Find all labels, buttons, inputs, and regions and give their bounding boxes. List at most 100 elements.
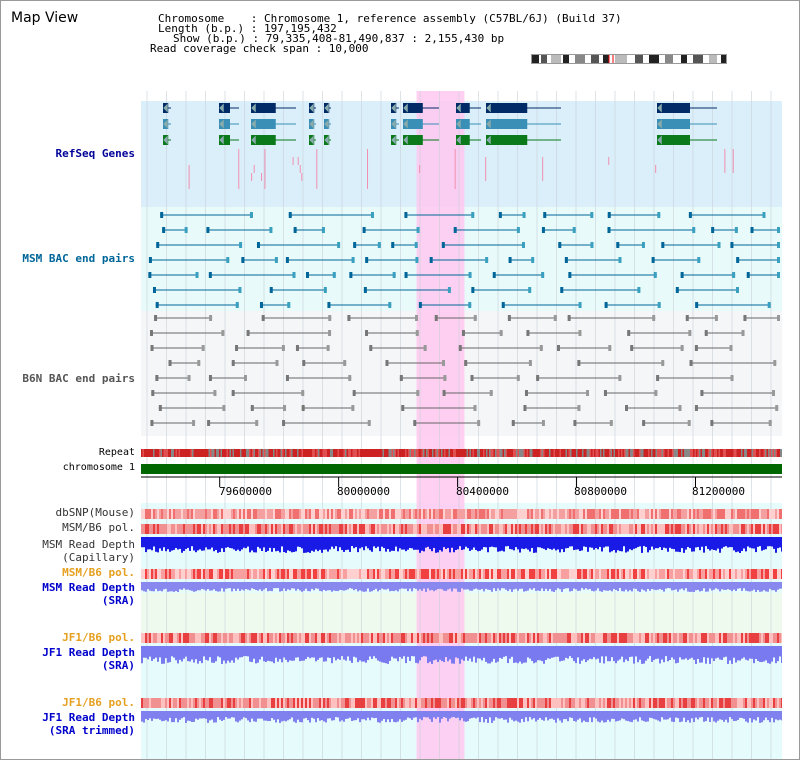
refseq-strand-arrow: [390, 118, 397, 130]
polymorphism-mark: [261, 633, 263, 643]
polymorphism-mark: [427, 633, 429, 643]
read-depth-bar: [455, 646, 457, 658]
repeat-mark: [184, 449, 187, 457]
ideogram-band: [541, 55, 547, 63]
polymorphism-mark: [383, 569, 385, 579]
polymorphism-mark: [685, 524, 687, 534]
msm-bac-end: [332, 272, 336, 278]
read-depth-bar: [723, 711, 725, 722]
read-depth-bar: [347, 537, 349, 550]
msm-bac-end: [441, 242, 445, 248]
polymorphism-mark: [777, 633, 779, 643]
polymorphism-mark: [497, 509, 499, 519]
repeat-mark: [537, 449, 539, 457]
read-depth-bar: [335, 582, 337, 591]
polymorphism-mark: [547, 633, 549, 643]
polymorphism-mark: [297, 698, 299, 708]
polymorphism-mark: [145, 569, 147, 579]
polymorphism-mark: [157, 633, 159, 643]
polymorphism-mark: [165, 524, 167, 534]
read-depth-bar: [665, 711, 667, 720]
polymorphism-mark: [161, 633, 163, 643]
repeat-mark: [205, 449, 208, 457]
polymorphism-mark: [499, 698, 501, 708]
read-depth-bar: [209, 646, 211, 658]
polymorphism-mark: [185, 524, 187, 534]
polymorphism-mark: [473, 524, 475, 534]
polymorphism-mark: [339, 698, 341, 708]
track-label-msm-bac[interactable]: MSM BAC end pairs: [22, 252, 135, 265]
read-depth-bar: [355, 582, 357, 590]
repeat-mark: [595, 449, 598, 457]
repeat-mark: [460, 449, 463, 457]
polymorphism-mark: [197, 524, 199, 534]
b6n-bac-end: [704, 330, 708, 336]
read-depth-bar: [713, 711, 715, 722]
polymorphism-mark: [697, 698, 699, 708]
read-depth-bar: [181, 646, 183, 662]
polymorphism-mark: [555, 509, 557, 519]
track-label-refseq[interactable]: RefSeq Genes: [55, 147, 135, 160]
read-depth-bar: [297, 646, 299, 658]
msm-bac-end: [206, 227, 210, 233]
read-depth-bar: [569, 537, 571, 547]
read-depth-bar: [643, 711, 645, 722]
repeat-mark: [673, 449, 676, 457]
read-depth-bar: [457, 646, 459, 659]
polymorphism-mark: [197, 569, 199, 579]
read-depth-bar: [599, 537, 601, 547]
polymorphism-mark: [449, 569, 451, 579]
polymorphism-mark: [443, 524, 445, 534]
polymorphism-mark: [271, 509, 273, 519]
read-depth-bar: [599, 646, 601, 663]
polymorphism-mark: [269, 633, 271, 643]
polymorphism-mark: [555, 633, 557, 643]
read-depth-bar: [507, 711, 509, 723]
polymorphism-mark: [705, 569, 707, 579]
read-depth-bar: [583, 711, 585, 721]
genome-browser-plot[interactable]: [141, 91, 782, 759]
polymorphism-mark: [415, 633, 417, 643]
polymorphism-mark: [385, 524, 387, 534]
page-title: Map View: [11, 10, 79, 26]
polymorphism-mark: [385, 569, 387, 579]
polymorphism-mark: [653, 509, 655, 519]
polymorphism-mark: [239, 509, 241, 519]
read-depth-bar: [345, 646, 347, 661]
read-depth-bar: [179, 646, 181, 660]
repeat-mark: [319, 449, 322, 457]
track-label-msm-read-depth-sra: MSM Read Depth: [42, 581, 135, 594]
polymorphism-mark: [205, 633, 207, 643]
repeat-mark: [397, 449, 400, 457]
ideogram-position-marker[interactable]: [608, 54, 614, 64]
read-depth-bar: [317, 646, 319, 660]
polymorphism-mark: [199, 633, 201, 643]
read-depth-bar: [725, 537, 727, 547]
track-label-b6n-bac[interactable]: B6N BAC end pairs: [22, 372, 135, 385]
read-depth-bar: [231, 711, 233, 718]
read-depth-bar: [669, 537, 671, 548]
repeat-mark: [187, 449, 190, 457]
polymorphism-mark: [451, 524, 453, 534]
msm-bac-end: [777, 242, 780, 248]
msm-bac-end: [730, 242, 734, 248]
read-depth-bar: [505, 646, 507, 657]
read-depth-bar: [287, 646, 289, 663]
chromosome-ideogram[interactable]: [531, 54, 727, 64]
polymorphism-mark: [359, 633, 361, 643]
polymorphism-mark: [693, 524, 695, 534]
read-depth-bar: [487, 582, 489, 590]
polymorphism-mark: [149, 698, 151, 708]
polymorphism-mark: [209, 509, 211, 519]
read-depth-bar: [265, 711, 267, 721]
polymorphism-mark: [497, 698, 499, 708]
msm-bac-end: [750, 227, 754, 233]
polymorphism-mark: [675, 569, 677, 579]
repeat-mark: [384, 449, 386, 457]
read-depth-bar: [285, 646, 287, 660]
read-depth-bar: [479, 711, 481, 723]
polymorphism-mark: [557, 698, 559, 708]
read-depth-bar: [281, 646, 283, 663]
polymorphism-mark: [307, 509, 309, 519]
refseq-strand-arrow: [485, 118, 492, 130]
